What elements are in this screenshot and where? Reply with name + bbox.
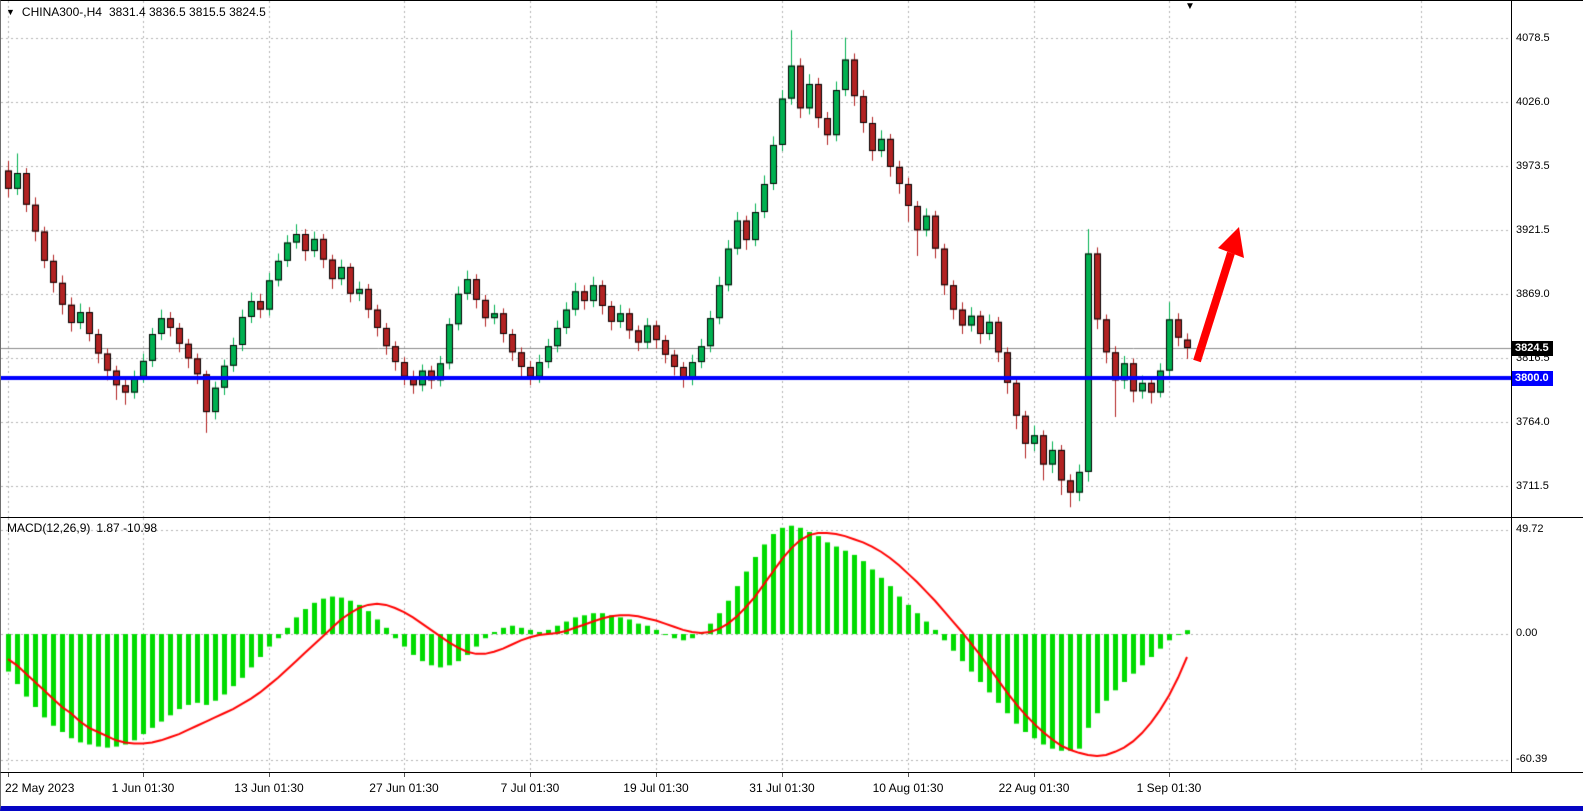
price-axis-tick: 3764.0 [1516, 415, 1550, 428]
current-price-tag: 3824.5 [1512, 341, 1553, 357]
time-axis[interactable]: 22 May 2023 1 Jun 01:30 13 Jun 01:30 27 Jun… [0, 773, 1583, 811]
price-axis-tick: 3921.5 [1516, 223, 1550, 236]
trend-arrow[interactable] [1187, 221, 1249, 371]
chart-title-bar: ▼ CHINA300-,H4 3831.4 3836.5 3815.5 3824… [6, 5, 266, 19]
support-price-tag: 3800.0 [1512, 370, 1553, 386]
macd-canvas[interactable] [1, 518, 1511, 772]
time-axis-label: 1 Jun 01:30 [111, 781, 175, 795]
macd-header: MACD(12,26,9) 1.87 -10.98 [7, 521, 157, 535]
time-axis-label: 27 Jun 01:30 [369, 781, 439, 795]
chart-shift-marker-icon[interactable]: ▼ [1185, 1, 1195, 12]
time-axis-label: 31 Jul 01:30 [749, 781, 815, 795]
time-axis-tick-mark [782, 773, 783, 777]
price-axis-tick: 3711.5 [1516, 479, 1549, 492]
macd-axis-tick: -60.39 [1516, 752, 1548, 765]
price-axis-tick: 3869.0 [1516, 287, 1550, 300]
macd-values-label: 1.87 -10.98 [96, 521, 158, 535]
time-axis-tick-mark [908, 773, 909, 777]
macd-axis[interactable]: 49.72 0.00 -60.39 [1511, 518, 1583, 773]
price-chart-canvas[interactable] [1, 1, 1511, 517]
time-axis-label: 10 Aug 01:30 [872, 781, 944, 795]
macd-panel: MACD(12,26,9) 1.87 -10.98 [0, 518, 1511, 773]
price-axis[interactable]: 4078.5 4026.0 3973.5 3921.5 3869.0 3816.5 3764… [1511, 0, 1583, 518]
time-axis-tick-mark [143, 773, 144, 777]
time-axis-label: 22 Aug 01:30 [998, 781, 1070, 795]
symbol-period-label: CHINA300-,H4 [21, 5, 102, 19]
time-axis-tick-mark [1034, 773, 1035, 777]
time-axis-label: 1 Sep 01:30 [1136, 781, 1202, 795]
price-panel: ▼ CHINA300-,H4 3831.4 3836.5 3815.5 3824… [0, 0, 1511, 518]
time-axis-label: 19 Jul 01:30 [623, 781, 689, 795]
price-axis-tick: 4078.5 [1516, 32, 1550, 45]
time-axis-tick-mark [1169, 773, 1170, 777]
time-axis-label: 7 Jul 01:30 [500, 781, 560, 795]
ohlc-values-label: 3831.4 3836.5 3815.5 3824.5 [108, 5, 266, 19]
macd-axis-tick: 49.72 [1516, 523, 1544, 536]
time-axis-tick-mark [8, 773, 9, 777]
time-axis-label: 22 May 2023 [5, 781, 75, 795]
price-axis-tick: 3973.5 [1516, 160, 1550, 173]
price-axis-tick: 4026.0 [1516, 96, 1550, 109]
time-axis-tick-mark [656, 773, 657, 777]
macd-axis-tick: 0.00 [1516, 627, 1538, 640]
macd-name-label: MACD(12,26,9) [7, 521, 91, 535]
time-axis-tick-mark [404, 773, 405, 777]
time-axis-tick-mark [269, 773, 270, 777]
time-axis-tick-mark [530, 773, 531, 777]
symbol-dropdown-icon[interactable]: ▼ [6, 7, 15, 17]
time-axis-label: 13 Jun 01:30 [234, 781, 304, 795]
